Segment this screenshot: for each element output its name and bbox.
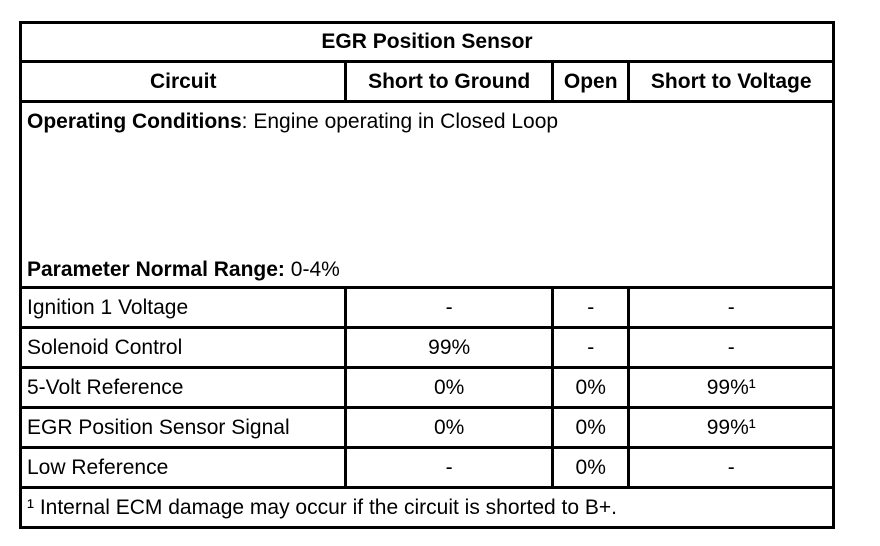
circuit-name: Solenoid Control	[22, 329, 345, 366]
operating-conditions: Operating Conditions: Engine operating i…	[27, 110, 558, 134]
conditions-cell: Operating Conditions: Engine operating i…	[22, 103, 832, 286]
open-value: 0%	[553, 449, 628, 486]
header-short-to-ground: Short to Ground	[347, 63, 551, 100]
conditions-row: Operating Conditions: Engine operating i…	[22, 103, 832, 286]
short-to-voltage-value: -	[630, 329, 832, 366]
short-to-ground-value: 0%	[347, 409, 551, 446]
circuit-name: Low Reference	[22, 449, 345, 486]
short-to-voltage-value: 99%¹	[630, 369, 832, 406]
header-short-to-voltage: Short to Voltage	[630, 63, 832, 100]
operating-conditions-label: Operating Conditions	[27, 110, 242, 133]
table-row: 5-Volt Reference 0% 0% 99%¹	[22, 369, 832, 406]
short-to-ground-value: -	[347, 289, 551, 326]
footnote: ¹ Internal ECM damage may occur if the c…	[22, 489, 832, 526]
open-value: 0%	[553, 369, 628, 406]
title-row: EGR Position Sensor	[22, 24, 832, 60]
table-row: Ignition 1 Voltage - - -	[22, 289, 832, 326]
circuit-name: 5-Volt Reference	[22, 369, 345, 406]
operating-conditions-text: Engine operating in Closed Loop	[253, 110, 559, 133]
table-row: EGR Position Sensor Signal 0% 0% 99%¹	[22, 409, 832, 446]
header-row: Circuit Short to Ground Open Short to Vo…	[22, 63, 832, 100]
open-value: -	[553, 329, 628, 366]
header-circuit: Circuit	[22, 63, 345, 100]
short-to-voltage-value: 99%¹	[630, 409, 832, 446]
normal-range-text: 0-4%	[290, 258, 340, 281]
short-to-ground-value: 0%	[347, 369, 551, 406]
operating-conditions-separator: :	[241, 110, 248, 133]
open-value: 0%	[553, 409, 628, 446]
circuit-name: EGR Position Sensor Signal	[22, 409, 345, 446]
egr-sensor-table: EGR Position Sensor Circuit Short to Gro…	[19, 21, 835, 529]
normal-range: Parameter Normal Range: 0-4%	[27, 258, 340, 282]
table-title: EGR Position Sensor	[22, 24, 832, 60]
footnote-row: ¹ Internal ECM damage may occur if the c…	[22, 489, 832, 526]
short-to-ground-value: -	[347, 449, 551, 486]
table-row: Low Reference - 0% -	[22, 449, 832, 486]
short-to-voltage-value: -	[630, 449, 832, 486]
circuit-name: Ignition 1 Voltage	[22, 289, 345, 326]
open-value: -	[553, 289, 628, 326]
short-to-voltage-value: -	[630, 289, 832, 326]
header-open: Open	[553, 63, 628, 100]
normal-range-label: Parameter Normal Range:	[27, 258, 285, 281]
table-row: Solenoid Control 99% - -	[22, 329, 832, 366]
short-to-ground-value: 99%	[347, 329, 551, 366]
